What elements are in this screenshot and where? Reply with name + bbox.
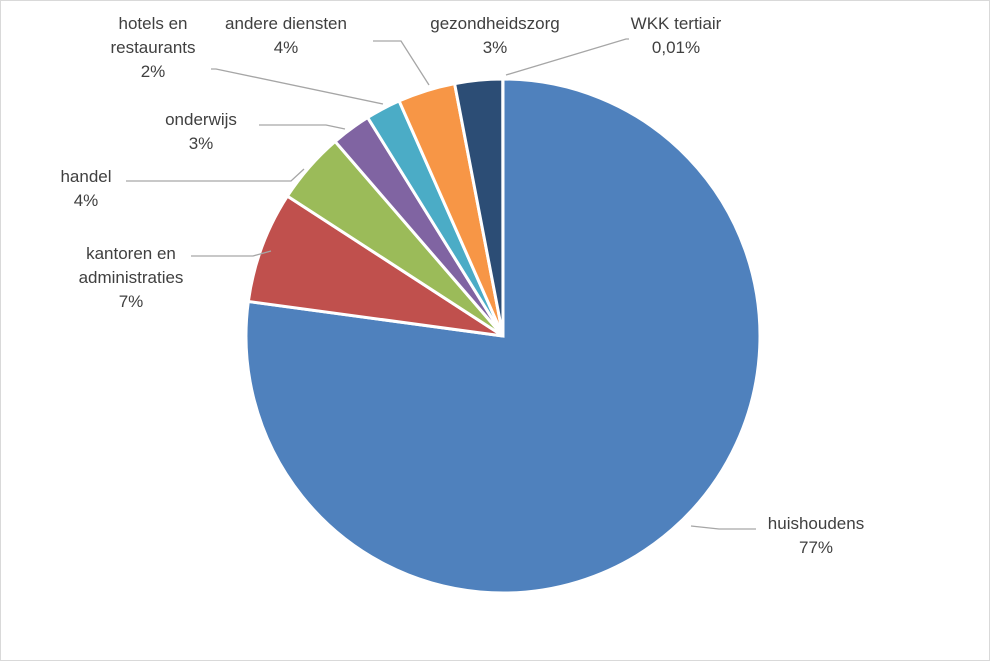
data-label-wkk-tertiair: WKK tertiair 0,01% (631, 14, 722, 57)
data-label-gezondheidszorg: gezondheidszorg 3% (430, 14, 559, 57)
leader-line-hotels-en-restaurants (211, 68, 384, 105)
leader-line-wkk-tertiair (505, 38, 629, 76)
leader-line-andere-diensten (373, 40, 430, 86)
data-label-kantoren-en-administraties: kantoren en administraties 7% (79, 244, 184, 311)
pie-slice-kantoren-en-administraties (246, 194, 504, 338)
leader-line-huishoudens (690, 525, 756, 530)
data-label-onderwijs: onderwijs 3% (165, 110, 237, 153)
data-label-handel: handel 4% (60, 167, 111, 210)
data-label-huishoudens: huishoudens 77% (768, 514, 864, 557)
data-label-hotels-en-restaurants: hotels en restaurants 2% (110, 14, 195, 81)
data-label-andere-diensten: andere diensten 4% (225, 14, 347, 57)
leader-line-onderwijs (259, 124, 346, 130)
leader-line-kantoren-en-administraties (191, 250, 272, 257)
leader-line-handel (126, 168, 305, 182)
